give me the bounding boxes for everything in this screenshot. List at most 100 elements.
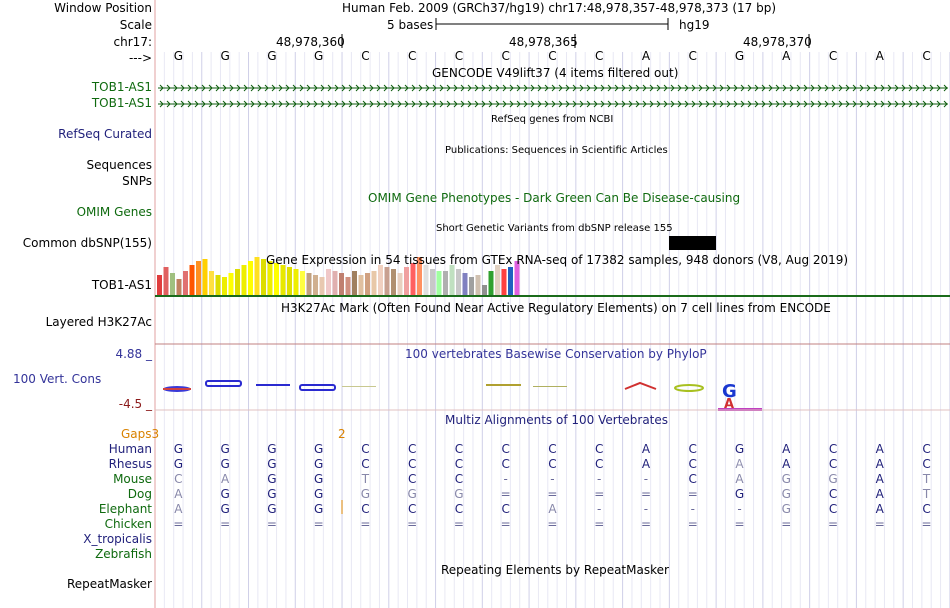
strand-chevron bbox=[222, 100, 227, 108]
strand-chevron bbox=[229, 84, 234, 92]
gaps-count-2: 2 bbox=[338, 427, 346, 441]
strand-chevron bbox=[446, 100, 451, 108]
label-h3k27ac[interactable]: Layered H3K27Ac bbox=[45, 315, 152, 329]
gtex-bar bbox=[215, 275, 221, 295]
title-pubs[interactable]: Publications: Sequences in Scientific Ar… bbox=[445, 145, 668, 156]
gtex-bar bbox=[475, 275, 481, 295]
aligned-base: A bbox=[875, 502, 884, 516]
label-snps[interactable]: SNPs bbox=[122, 174, 152, 188]
gtex-bar bbox=[482, 285, 487, 295]
strand-chevron bbox=[320, 84, 325, 92]
title-gencode[interactable]: GENCODE V49lift37 (4 items filtered out) bbox=[432, 66, 679, 80]
strand-chevron bbox=[838, 100, 843, 108]
strand-chevron bbox=[782, 84, 787, 92]
title-omim[interactable]: OMIM Gene Phenotypes - Dark Green Can Be… bbox=[368, 191, 741, 205]
strand-chevron bbox=[299, 100, 304, 108]
strand-chevron bbox=[845, 100, 850, 108]
aligned-base: A bbox=[875, 457, 884, 471]
strand-chevron bbox=[166, 84, 171, 92]
strand-chevron bbox=[159, 100, 164, 108]
gtex-bar bbox=[189, 265, 195, 295]
strand-chevron bbox=[810, 84, 815, 92]
strand-chevron bbox=[796, 84, 801, 92]
gtex-bar bbox=[332, 271, 338, 295]
strand-chevron bbox=[271, 100, 276, 108]
strand-chevron bbox=[908, 84, 913, 92]
aligned-base: = bbox=[921, 517, 932, 531]
label-window-position: Window Position bbox=[54, 1, 152, 15]
label-strand-arrow: ---> bbox=[128, 51, 152, 65]
strand-chevron bbox=[824, 100, 829, 108]
title-gtex[interactable]: Gene Expression in 54 tissues from GTEx … bbox=[266, 253, 849, 267]
title-snp[interactable]: Short Genetic Variants from dbSNP releas… bbox=[436, 223, 673, 234]
title-refseq[interactable]: RefSeq genes from NCBI bbox=[491, 114, 614, 125]
strand-chevron bbox=[348, 84, 353, 92]
title-phylop[interactable]: 100 vertebrates Basewise Conservation by… bbox=[405, 347, 707, 361]
strand-chevron bbox=[726, 100, 731, 108]
strand-chevron bbox=[670, 100, 675, 108]
gtex-bar bbox=[508, 267, 513, 295]
strand-chevron bbox=[495, 84, 500, 92]
strand-chevron bbox=[488, 100, 493, 108]
strand-chevron bbox=[229, 100, 234, 108]
strand-chevron bbox=[467, 100, 472, 108]
species-label[interactable]: Human bbox=[108, 442, 152, 456]
strand-chevron bbox=[236, 84, 241, 92]
aligned-base: - bbox=[690, 502, 695, 516]
species-label[interactable]: X_tropicalis bbox=[83, 532, 152, 546]
aligned-base: = bbox=[827, 517, 839, 531]
aligned-base: A bbox=[735, 472, 744, 486]
label-tob1-as1-a[interactable]: TOB1-AS1 bbox=[91, 80, 152, 94]
strand-chevron bbox=[789, 84, 794, 92]
label-repeatmasker[interactable]: RepeatMasker bbox=[66, 577, 152, 591]
strand-chevron bbox=[509, 84, 514, 92]
species-label[interactable]: Elephant bbox=[98, 502, 152, 516]
strand-chevron bbox=[705, 84, 710, 92]
label-sequences[interactable]: Sequences bbox=[86, 158, 152, 172]
species-label[interactable]: Mouse bbox=[113, 472, 152, 486]
aligned-base: C bbox=[407, 457, 417, 471]
aligned-base: C bbox=[454, 472, 464, 486]
strand-chevron bbox=[747, 84, 752, 92]
title-repeat[interactable]: Repeating Elements by RepeatMasker bbox=[441, 563, 669, 577]
species-label[interactable]: Chicken bbox=[104, 517, 152, 531]
label-refseq[interactable]: RefSeq Curated bbox=[58, 127, 152, 141]
aligned-base: C bbox=[407, 442, 417, 456]
strand-chevron bbox=[390, 84, 395, 92]
species-label[interactable]: Zebrafish bbox=[95, 547, 152, 561]
label-cons-min: -4.5 _ bbox=[118, 397, 152, 411]
label-scale: Scale bbox=[119, 18, 152, 32]
aligned-base: = bbox=[594, 487, 605, 501]
label-tob1-as1-b[interactable]: TOB1-AS1 bbox=[91, 96, 152, 110]
strand-chevron bbox=[278, 84, 283, 92]
strand-chevron bbox=[789, 100, 794, 108]
strand-chevron bbox=[187, 100, 192, 108]
reference-base: C bbox=[922, 49, 931, 63]
strand-chevron bbox=[922, 84, 927, 92]
species-label[interactable]: Dog bbox=[127, 487, 152, 501]
strand-chevron bbox=[341, 100, 346, 108]
gtex-bar bbox=[514, 261, 520, 295]
label-gaps[interactable]: Gaps3 bbox=[121, 427, 159, 441]
species-label[interactable]: Rhesus bbox=[108, 457, 152, 471]
aligned-base: G bbox=[267, 487, 277, 501]
strand-chevron bbox=[796, 100, 801, 108]
title-multiz[interactable]: Multiz Alignments of 100 Vertebrates bbox=[445, 413, 669, 427]
aligned-base: G bbox=[781, 472, 791, 486]
label-gtex[interactable]: TOB1-AS1 bbox=[91, 278, 152, 292]
aligned-base: C bbox=[595, 457, 604, 471]
gtex-bar bbox=[462, 273, 468, 295]
strand-chevron bbox=[943, 100, 948, 108]
label-cons[interactable]: 100 Vert. Cons bbox=[13, 372, 102, 386]
strand-chevron bbox=[642, 100, 647, 108]
strand-chevron bbox=[292, 100, 297, 108]
label-dbsnp[interactable]: Common dbSNP(155) bbox=[22, 236, 152, 250]
strand-chevron bbox=[663, 84, 668, 92]
strand-chevron bbox=[684, 84, 689, 92]
label-omim[interactable]: OMIM Genes bbox=[76, 205, 152, 219]
strand-chevron bbox=[320, 100, 325, 108]
aligned-base: = bbox=[313, 517, 324, 531]
title-h3k27ac[interactable]: H3K27Ac Mark (Often Found Near Active Re… bbox=[281, 301, 831, 315]
gtex-bar bbox=[417, 257, 422, 295]
strand-chevron bbox=[432, 100, 437, 108]
